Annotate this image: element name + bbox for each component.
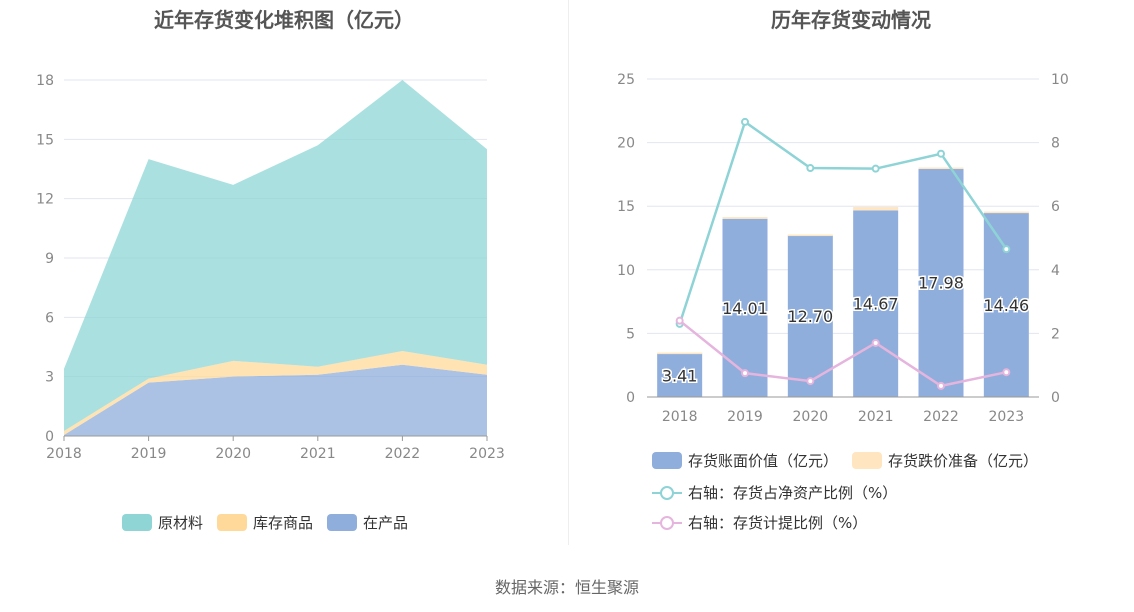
right-legend-row-1: 存货账面价值（亿元） 存货跌价准备（亿元）	[652, 450, 1052, 471]
x-tick-label: 2019	[727, 409, 763, 425]
legend-item-wip[interactable]: 在产品	[327, 512, 408, 533]
x-tick-label: 2020	[215, 446, 251, 462]
bar-book-value	[983, 213, 1029, 397]
y-tick-label: 10	[617, 263, 635, 279]
data-source: 数据来源：恒生聚源	[494, 578, 639, 597]
legend-swatch-provision	[852, 452, 883, 469]
x-tick-label: 2023	[469, 446, 505, 462]
legend-label-finished-goods: 库存商品	[253, 514, 314, 532]
bar-value-label: 12.70	[787, 307, 833, 326]
legend-item-net-asset-ratio[interactable]: 右轴：存货占净资产比例（%）	[652, 482, 897, 503]
y-tick-label: 12	[36, 192, 54, 208]
bar-value-label: 14.01	[722, 299, 768, 318]
bar-value-label: 3.41	[662, 366, 698, 385]
legend-label-net-asset-ratio: 右轴：存货占净资产比例（%）	[688, 484, 898, 502]
y-tick-label: 18	[36, 73, 54, 89]
bar-provision	[918, 167, 964, 170]
y-tick-label: 20	[617, 136, 635, 152]
bar-line-chart: 0 5 10 15 20 25 0 2 4 6 8 10 3.41 14.01 12.70 14.67 17.9…	[617, 72, 1069, 425]
left-chart-title: 近年存货变化堆积图（亿元）	[154, 8, 414, 32]
bar-book-value	[918, 168, 964, 397]
y-tick-label: 5	[626, 326, 635, 342]
point-provision-ratio	[806, 377, 815, 386]
line-provision-ratio	[678, 319, 1007, 388]
left-legend: 原材料 库存商品 在产品	[122, 512, 422, 533]
legend-item-provision-ratio[interactable]: 右轴：存货计提比例（%）	[652, 512, 867, 533]
point-net-asset-ratio	[1002, 245, 1011, 254]
legend-label-wip: 在产品	[363, 514, 409, 532]
y-tick-label: 9	[45, 251, 54, 267]
bar-book-value	[853, 210, 899, 397]
y-tick-label: 3	[45, 370, 54, 386]
x-tick-label: 2021	[858, 409, 894, 425]
y-tick-label: 25	[617, 72, 635, 88]
right-legend-row-3: 右轴：存货计提比例（%）	[652, 512, 881, 533]
point-net-asset-ratio	[937, 149, 945, 158]
point-net-asset-ratio	[806, 164, 815, 173]
x-tick-label: 2018	[662, 409, 698, 425]
stacked-area-chart-panel: 近年存货变化堆积图（亿元） 0 3 6 9 12 15 18 2018 2019 2020 2021…	[0, 0, 568, 545]
bar-book-value	[787, 235, 833, 397]
point-provision-ratio	[871, 338, 880, 347]
y2-tick-label: 4	[1051, 263, 1060, 279]
x-tick-label: 2019	[131, 446, 167, 462]
bar-value-label: 14.46	[983, 296, 1029, 315]
y-tick-label: 0	[45, 429, 54, 445]
panel-divider	[568, 0, 569, 545]
area-series	[64, 350, 487, 436]
legend-swatch-finished-goods	[217, 514, 248, 531]
point-provision-ratio	[937, 381, 945, 390]
x-tick-label: 2018	[46, 446, 82, 462]
x-tick-label: 2022	[385, 446, 421, 462]
area-series	[64, 80, 487, 432]
x-tick-label: 2020	[793, 409, 829, 425]
right-chart-title: 历年存货变动情况	[771, 8, 931, 32]
y2-tick-label: 8	[1051, 136, 1060, 152]
legend-label-book-value: 存货账面价值（亿元）	[688, 452, 839, 470]
legend-item-raw-materials[interactable]: 原材料	[122, 512, 203, 533]
y-tick-label: 6	[45, 310, 54, 326]
legend-item-provision[interactable]: 存货跌价准备（亿元）	[852, 450, 1038, 471]
y2-tick-label: 2	[1051, 326, 1060, 342]
bar-line-chart-panel: 历年存货变动情况 0 5 10 15 20 25 0 2 4 6 8 10 3.41 14.01 12.70…	[568, 0, 1134, 545]
legend-item-finished-goods[interactable]: 库存商品	[217, 512, 313, 533]
point-provision-ratio	[675, 316, 684, 325]
stacked-area-chart: 0 3 6 9 12 15 18 2018 2019 2020 2021 2022 2023	[36, 73, 505, 462]
bar-provision	[853, 207, 899, 211]
legend-swatch-net-asset-ratio	[652, 484, 682, 501]
y-tick-label: 15	[36, 132, 54, 148]
x-tick-label: 2021	[300, 446, 336, 462]
legend-swatch-provision-ratio	[652, 514, 682, 531]
line-net-asset-ratio	[678, 119, 1008, 325]
bar-value-label: 14.67	[853, 295, 899, 314]
point-net-asset-ratio	[741, 117, 749, 126]
x-tick-label: 2023	[989, 409, 1025, 425]
bar-provision	[722, 217, 768, 219]
bar-book-value	[657, 353, 703, 397]
bar-provision	[787, 234, 833, 237]
legend-item-book-value[interactable]: 存货账面价值（亿元）	[652, 450, 838, 471]
legend-swatch-book-value	[652, 452, 682, 469]
legend-label-provision-ratio: 右轴：存货计提比例（%）	[688, 514, 868, 532]
y-tick-label: 0	[626, 390, 635, 406]
y2-tick-label: 0	[1051, 390, 1060, 406]
legend-label-provision: 存货跌价准备（亿元）	[888, 452, 1039, 470]
y-tick-label: 15	[617, 199, 635, 215]
area-series	[64, 364, 487, 436]
y2-tick-label: 10	[1051, 72, 1069, 88]
bar-provision	[983, 211, 1029, 214]
point-net-asset-ratio	[871, 164, 880, 173]
bar-value-label: 17.98	[918, 274, 964, 293]
legend-label-raw-materials: 原材料	[158, 514, 204, 532]
point-provision-ratio	[1002, 368, 1011, 377]
legend-swatch-raw-materials	[122, 514, 152, 531]
right-legend-row-2: 右轴：存货占净资产比例（%）	[652, 482, 911, 503]
legend-swatch-wip	[327, 514, 358, 531]
bar-book-value	[722, 218, 768, 397]
point-provision-ratio	[741, 369, 749, 378]
bar-provision	[657, 352, 703, 355]
x-tick-label: 2022	[923, 409, 959, 425]
y2-tick-label: 6	[1051, 199, 1060, 215]
